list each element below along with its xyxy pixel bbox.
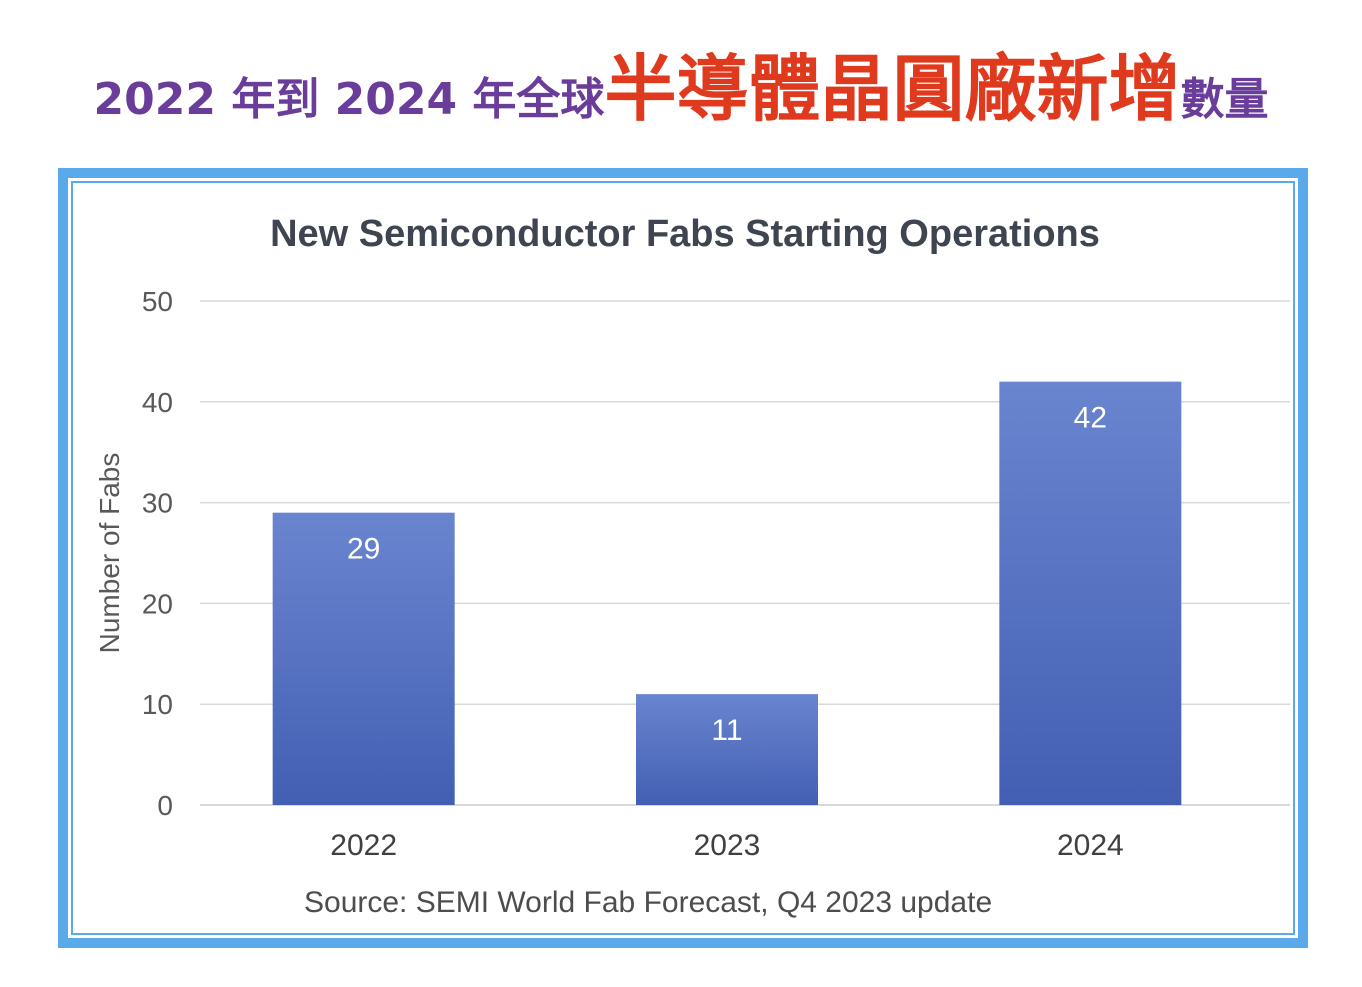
y-tick-label-50: 50 [142, 286, 173, 317]
x-tick-label-2024: 2024 [1057, 829, 1124, 862]
y-tick-labels: 0 10 20 30 40 50 [142, 286, 173, 821]
headline-emphasis: 半導體晶圓廠新增 [604, 47, 1181, 131]
chart-frame-inner-border [71, 181, 1295, 935]
y-tick-label-40: 40 [142, 387, 173, 418]
headline-suffix: 數量 [1180, 74, 1269, 125]
bars: 29 11 42 [272, 381, 1182, 805]
x-tick-label-2023: 2023 [694, 829, 761, 862]
y-tick-label-20: 20 [142, 588, 173, 619]
y-tick-label-10: 10 [142, 689, 173, 720]
y-axis-label: Number of Fabs [94, 453, 125, 654]
data-label-2022: 29 [347, 533, 380, 566]
x-tick-label-2022: 2022 [330, 829, 397, 862]
y-tick-label-0: 0 [157, 790, 173, 821]
x-tick-labels: 2022 2023 2024 [330, 829, 1123, 862]
bar-2022 [272, 512, 455, 805]
source-note: Source: SEMI World Fab Forecast, Q4 2023… [304, 886, 993, 919]
data-label-2023: 11 [711, 714, 742, 747]
chart-title: New Semiconductor Fabs Starting Operatio… [270, 213, 1100, 255]
y-tick-label-30: 30 [142, 488, 173, 519]
data-label-2024: 42 [1074, 402, 1107, 435]
headline: 2022 年到 2024 年全球半導體晶圓廠新增數量 [0, 47, 1362, 131]
bar-2023 [636, 694, 818, 805]
bar-2024 [999, 381, 1182, 805]
headline-prefix: 2022 年到 2024 年全球 [93, 74, 605, 125]
